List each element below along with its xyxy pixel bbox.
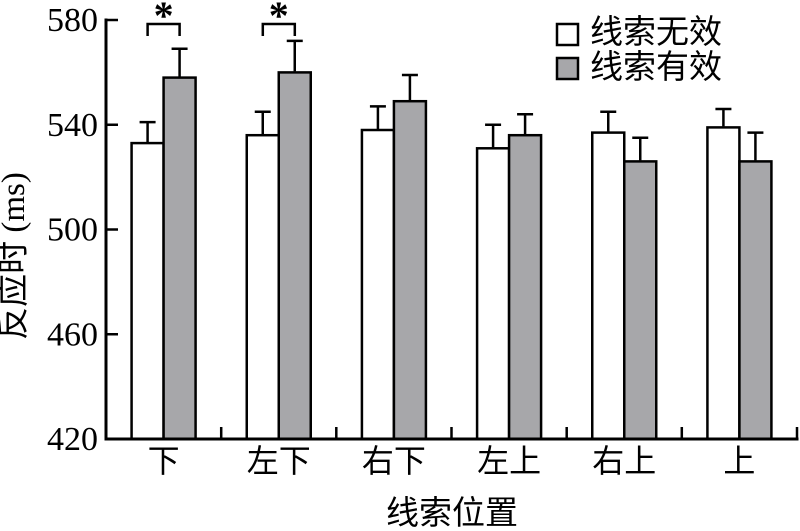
bar-线索有效-下 xyxy=(162,76,197,441)
x-category-label: 右上 xyxy=(592,443,656,479)
bar-线索无效-左上 xyxy=(475,147,511,441)
significance-star: * xyxy=(154,0,174,38)
bar-线索无效-上 xyxy=(706,126,741,441)
significance-star: * xyxy=(269,0,289,38)
bar-线索无效-左下 xyxy=(245,133,280,441)
y-tick-label: 580 xyxy=(47,2,98,39)
y-axis-title: 反应时 (ms) xyxy=(0,172,32,340)
x-category-label: 左下 xyxy=(247,443,311,479)
x-category-label: 左上 xyxy=(477,443,541,479)
bar-线索有效-上 xyxy=(738,160,773,441)
bar-线索有效-右下 xyxy=(392,99,428,441)
bar-线索无效-下 xyxy=(130,141,165,441)
bar-线索有效-右上 xyxy=(623,160,658,441)
significance-bracket xyxy=(261,22,297,36)
legend-label: 线索有效 xyxy=(590,49,722,86)
y-tick-label: 420 xyxy=(47,421,98,458)
legend-swatch-线索有效 xyxy=(555,56,580,81)
x-category-label: 下 xyxy=(148,443,180,479)
bar-线索无效-右上 xyxy=(591,131,626,441)
significance-bracket xyxy=(146,22,181,36)
legend-label: 线索无效 xyxy=(590,14,722,51)
bar-线索无效-右下 xyxy=(360,128,396,441)
y-tick-label: 540 xyxy=(47,107,98,144)
bar-线索有效-左下 xyxy=(277,71,312,441)
x-axis-title: 线索位置 xyxy=(386,495,518,531)
legend-swatch-线索无效 xyxy=(555,22,580,47)
bar-线索有效-左上 xyxy=(507,133,543,441)
y-tick-label: 460 xyxy=(47,316,98,353)
x-category-label: 右下 xyxy=(362,443,426,479)
y-tick-label: 500 xyxy=(47,212,98,249)
x-category-label: 上 xyxy=(723,443,755,479)
